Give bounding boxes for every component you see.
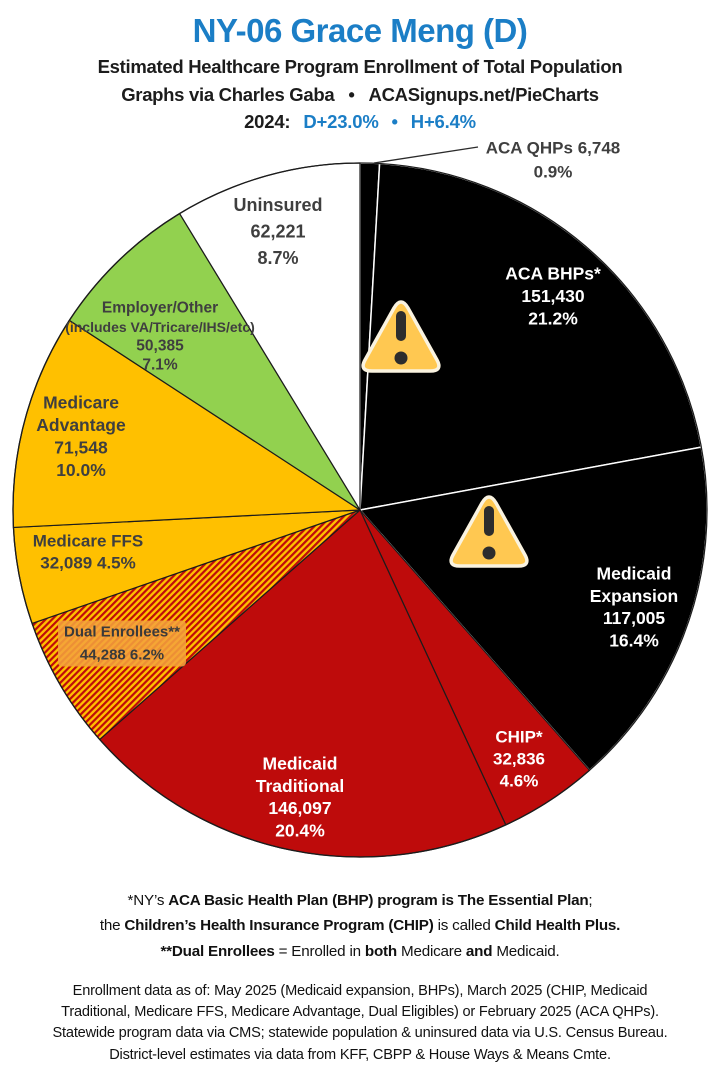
credit-line: Graphs via Charles Gaba • ACASignups.net… xyxy=(0,84,720,106)
note-line: **Dual Enrollees = Enrolled in both Medi… xyxy=(160,942,560,960)
program-notes: *NY’s ACA Basic Health Plan (BHP) progra… xyxy=(0,888,720,964)
source-note-line: Traditional, Medicare FFS, Medicare Adva… xyxy=(61,1004,659,1021)
slice-label-dual-enrollees-: Dual Enrollees** 44,288 6.2% xyxy=(64,624,180,664)
slice-label-medicaid-traditional: Medicaid Traditional 146,097 20.4% xyxy=(256,753,344,840)
chart-header: NY-06 Grace Meng (D) Estimated Healthcar… xyxy=(0,0,720,133)
slice-label-uninsured: Uninsured 62,221 8.7% xyxy=(233,195,322,268)
pie-chart: ACA QHPs 6,748 0.9% ACA BHPs* 151,430 21.2% M… xyxy=(12,139,708,858)
slice-label-employer-other: Employer/Other (includes VA/Tricare/IHS/e… xyxy=(65,300,255,374)
source-note-line: Statewide program data via CMS; statewid… xyxy=(52,1025,668,1042)
source-note-line: Enrollment data as of: May 2025 (Medicai… xyxy=(72,983,648,999)
dem-margin: D+23.0% xyxy=(303,111,379,132)
slice-label-aca-qhps: ACA QHPs 6,748 0.9% xyxy=(486,139,620,182)
warning-triangle-icon xyxy=(361,300,441,373)
credit-author: Graphs via Charles Gaba xyxy=(121,84,335,105)
election-year-label: 2024: xyxy=(244,111,291,132)
slice-label-medicare-advantage: Medicare Advantage 71,548 10.0% xyxy=(36,392,126,480)
slice-label-aca-bhps-: ACA BHPs* 151,430 21.2% xyxy=(505,264,601,329)
leader-line xyxy=(373,146,479,164)
chart-subtitle: Estimated Healthcare Program Enrollment … xyxy=(97,56,623,77)
house-margin: H+6.4% xyxy=(410,111,476,132)
election-results-line: 2024: D+23.0% • H+6.4% xyxy=(0,111,720,133)
pie-chart-area: ACA QHPs 6,748 0.9% ACA BHPs* 151,430 21.2% M… xyxy=(0,130,720,870)
bullet-separator: • xyxy=(391,111,398,132)
credit-website: ACASignups.net/PieCharts xyxy=(368,84,600,105)
slice-label-chip-: CHIP* 32,836 4.6% xyxy=(493,728,545,791)
note-line: the Children’s Health Insurance Program … xyxy=(99,917,621,935)
warning-triangle-icon xyxy=(449,495,529,568)
note-line: *NY’s ACA Basic Health Plan (BHP) progra… xyxy=(127,892,593,909)
pie-outline xyxy=(12,162,708,858)
slice-label-medicaid-expansion: Medicaid Expansion 117,005 16.4% xyxy=(590,563,679,650)
data-source-note: Enrollment data as of: May 2025 (Medicai… xyxy=(0,981,720,1066)
source-note-line: District-level estimates via data from K… xyxy=(109,1046,611,1063)
label-highlight-box xyxy=(58,620,186,667)
page-title: NY-06 Grace Meng (D) xyxy=(192,12,528,49)
bullet-separator: • xyxy=(348,84,355,105)
slice-label-medicare-ffs: Medicare FFS 32,089 4.5% xyxy=(33,532,144,573)
